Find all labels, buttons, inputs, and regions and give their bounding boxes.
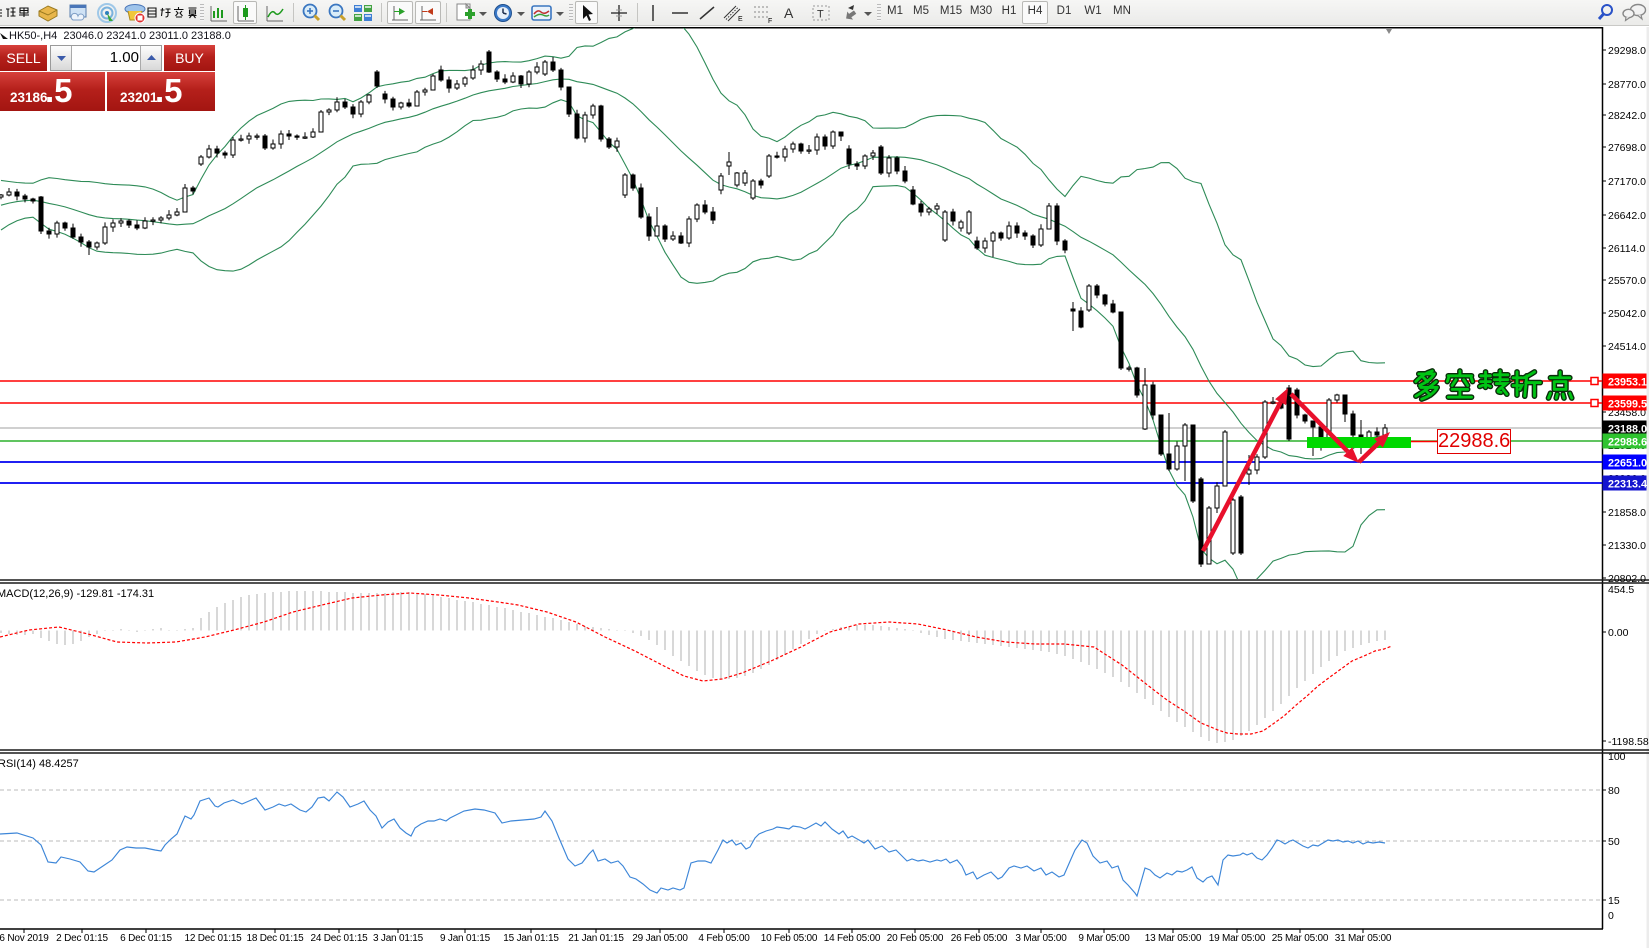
svg-text:24514.0: 24514.0 [1608,341,1646,353]
svg-text:21858.0: 21858.0 [1608,507,1646,519]
svg-text:21330.0: 21330.0 [1608,540,1646,552]
svg-text:19 Mar 05:00: 19 Mar 05:00 [1209,933,1266,944]
svg-text:28242.0: 28242.0 [1608,110,1646,122]
svg-text:24 Dec 01:15: 24 Dec 01:15 [310,933,368,944]
svg-text:26 Feb 05:00: 26 Feb 05:00 [951,933,1008,944]
svg-text:12 Dec 01:15: 12 Dec 01:15 [184,933,242,944]
svg-text:23188.0: 23188.0 [1608,424,1647,436]
svg-text:3 Jan 01:15: 3 Jan 01:15 [373,933,424,944]
svg-text:T: T [817,9,824,21]
svg-text:25570.0: 25570.0 [1608,275,1646,287]
svg-text:6 Nov 2019: 6 Nov 2019 [0,933,49,944]
svg-text:9 Jan 01:15: 9 Jan 01:15 [440,933,491,944]
svg-text:4 Feb 05:00: 4 Feb 05:00 [698,933,750,944]
svg-text:E: E [738,16,743,23]
svg-text:3 Mar 05:00: 3 Mar 05:00 [1015,933,1067,944]
svg-text:F: F [768,18,772,23]
svg-text:27170.0: 27170.0 [1608,176,1646,188]
svg-text:10 Feb 05:00: 10 Feb 05:00 [761,933,818,944]
svg-text:0: 0 [1608,910,1614,922]
svg-text:31 Mar 05:00: 31 Mar 05:00 [1335,933,1392,944]
svg-text:22313.4: 22313.4 [1608,479,1647,491]
svg-text:454.5: 454.5 [1608,584,1634,596]
svg-text:80: 80 [1608,785,1620,797]
svg-text:50: 50 [1608,836,1620,848]
svg-text:21 Jan 01:15: 21 Jan 01:15 [568,933,624,944]
svg-text:28770.0: 28770.0 [1608,79,1646,91]
svg-text:15 Jan 01:15: 15 Jan 01:15 [503,933,559,944]
svg-text:26114.0: 26114.0 [1608,243,1645,255]
svg-text:25042.0: 25042.0 [1608,308,1646,320]
svg-text:14 Feb 05:00: 14 Feb 05:00 [824,933,881,944]
svg-text:2 Dec 01:15: 2 Dec 01:15 [56,933,108,944]
svg-text:20802.0: 20802.0 [1608,573,1646,585]
svg-text:13 Mar 05:00: 13 Mar 05:00 [1145,933,1202,944]
svg-text:23599.5: 23599.5 [1608,399,1647,411]
svg-text:15: 15 [1608,895,1620,907]
svg-text:27698.0: 27698.0 [1608,142,1646,154]
svg-text:RSI(14) 48.4257: RSI(14) 48.4257 [0,758,79,770]
svg-text:26642.0: 26642.0 [1608,210,1646,222]
svg-text:-1198.58: -1198.58 [1608,736,1649,748]
svg-text:22988.6: 22988.6 [1608,437,1647,449]
svg-text:9 Mar 05:00: 9 Mar 05:00 [1078,933,1130,944]
svg-text:18 Dec 01:15: 18 Dec 01:15 [246,933,304,944]
svg-text:22651.0: 22651.0 [1608,458,1647,470]
svg-text:6 Dec 01:15: 6 Dec 01:15 [120,933,172,944]
svg-text:MACD(12,26,9) -129.81 -174.31: MACD(12,26,9) -129.81 -174.31 [0,588,154,600]
svg-text:29298.0: 29298.0 [1608,45,1646,57]
svg-text:100: 100 [1608,751,1626,763]
svg-text:29 Jan 05:00: 29 Jan 05:00 [632,933,688,944]
svg-text:23953.1: 23953.1 [1608,377,1647,389]
svg-text:25 Mar 05:00: 25 Mar 05:00 [1272,933,1329,944]
svg-text:20 Feb 05:00: 20 Feb 05:00 [887,933,944,944]
svg-text:0.00: 0.00 [1608,627,1629,639]
